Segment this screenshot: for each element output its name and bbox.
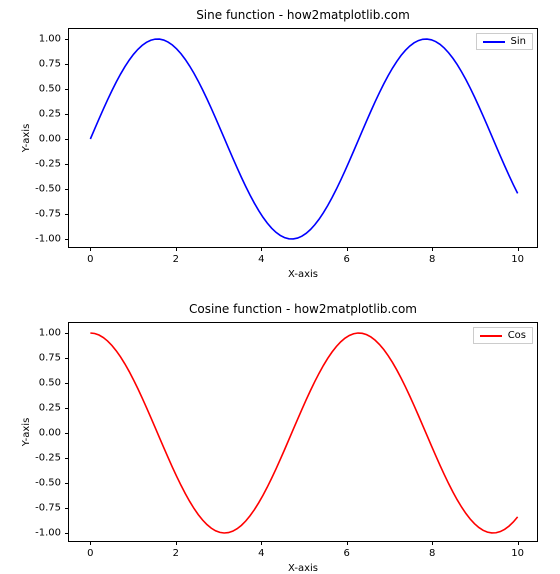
x-tick xyxy=(90,541,91,545)
y-tick xyxy=(65,383,69,384)
y-axis-label: Y-axis xyxy=(21,418,32,447)
x-tick xyxy=(261,541,262,545)
x-tick-label: 4 xyxy=(258,254,264,265)
y-tick-label: -1.00 xyxy=(35,234,61,245)
cosine-panel: Cosine function - how2matplotlib.com Y-a… xyxy=(68,322,538,542)
x-tick xyxy=(176,541,177,545)
y-tick xyxy=(65,214,69,215)
y-tick-label: -0.75 xyxy=(35,209,61,220)
y-tick xyxy=(65,189,69,190)
figure: Sine function - how2matplotlib.com Y-axi… xyxy=(0,0,560,560)
x-tick-label: 0 xyxy=(87,254,93,265)
y-tick xyxy=(65,333,69,334)
x-tick-label: 10 xyxy=(511,254,524,265)
y-tick-label: -0.50 xyxy=(35,478,61,489)
legend: Cos xyxy=(473,327,533,344)
plot-area: Sin 0246810-1.00-0.75-0.50-0.250.000.250… xyxy=(68,28,538,248)
x-tick-label: 8 xyxy=(429,548,435,559)
legend-line-icon xyxy=(480,335,502,337)
y-tick-label: -0.75 xyxy=(35,503,61,514)
x-tick xyxy=(432,247,433,251)
y-tick xyxy=(65,483,69,484)
x-tick xyxy=(432,541,433,545)
y-tick xyxy=(65,508,69,509)
chart-title: Sine function - how2matplotlib.com xyxy=(68,8,538,22)
x-axis-label: X-axis xyxy=(68,269,538,280)
y-tick xyxy=(65,533,69,534)
y-tick xyxy=(65,39,69,40)
cosine-curve xyxy=(69,323,539,543)
x-tick xyxy=(176,247,177,251)
x-axis-label: X-axis xyxy=(68,563,538,574)
y-tick-label: 0.75 xyxy=(39,353,61,364)
y-tick xyxy=(65,239,69,240)
x-tick xyxy=(347,541,348,545)
y-tick xyxy=(65,139,69,140)
legend-label: Cos xyxy=(508,330,526,341)
chart-title: Cosine function - how2matplotlib.com xyxy=(68,302,538,316)
plot-area: Cos 0246810-1.00-0.75-0.50-0.250.000.250… xyxy=(68,322,538,542)
y-tick-label: 0.75 xyxy=(39,59,61,70)
x-tick-label: 8 xyxy=(429,254,435,265)
y-tick xyxy=(65,433,69,434)
y-tick-label: 0.00 xyxy=(39,428,61,439)
y-tick-label: -1.00 xyxy=(35,528,61,539)
y-axis-label: Y-axis xyxy=(21,124,32,153)
x-tick-label: 2 xyxy=(173,254,179,265)
y-tick xyxy=(65,89,69,90)
x-tick-label: 2 xyxy=(173,548,179,559)
x-tick-label: 4 xyxy=(258,548,264,559)
y-tick-label: 0.50 xyxy=(39,84,61,95)
x-tick-label: 6 xyxy=(344,254,350,265)
x-tick-label: 0 xyxy=(87,548,93,559)
x-tick xyxy=(518,247,519,251)
y-tick-label: 1.00 xyxy=(39,34,61,45)
y-tick xyxy=(65,114,69,115)
y-tick-label: -0.50 xyxy=(35,184,61,195)
y-tick xyxy=(65,64,69,65)
legend: Sin xyxy=(476,33,533,50)
x-tick xyxy=(90,247,91,251)
y-tick-label: 0.00 xyxy=(39,134,61,145)
x-tick-label: 10 xyxy=(511,548,524,559)
y-tick-label: 0.25 xyxy=(39,109,61,120)
x-tick xyxy=(261,247,262,251)
x-tick xyxy=(347,247,348,251)
sine-panel: Sine function - how2matplotlib.com Y-axi… xyxy=(68,28,538,248)
y-tick-label: 1.00 xyxy=(39,328,61,339)
y-tick xyxy=(65,358,69,359)
x-tick-label: 6 xyxy=(344,548,350,559)
sine-curve xyxy=(69,29,539,249)
legend-line-icon xyxy=(483,41,505,43)
y-tick-label: 0.25 xyxy=(39,403,61,414)
y-tick-label: 0.50 xyxy=(39,378,61,389)
y-tick-label: -0.25 xyxy=(35,159,61,170)
legend-label: Sin xyxy=(511,36,526,47)
y-tick xyxy=(65,458,69,459)
x-tick xyxy=(518,541,519,545)
y-tick xyxy=(65,164,69,165)
y-tick-label: -0.25 xyxy=(35,453,61,464)
y-tick xyxy=(65,408,69,409)
